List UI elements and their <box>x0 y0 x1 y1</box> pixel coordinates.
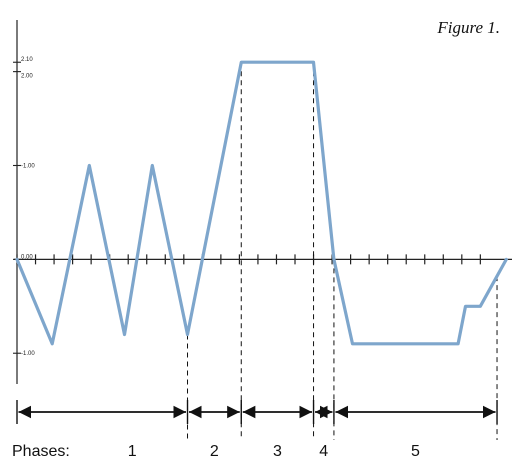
y-tick-label: -1.00 <box>21 351 35 357</box>
series-line <box>15 60 508 346</box>
y-tick-label: -1.00 <box>21 163 35 169</box>
phase-label: 5 <box>411 443 420 460</box>
phase-label: 3 <box>273 443 282 460</box>
phase-boundary-lines <box>187 62 498 440</box>
y-tick-labels: 2.10 2.00 -1.00 0.00 -1.00 <box>21 57 35 357</box>
phases-caption: Phases: <box>12 443 70 460</box>
phase-label: 1 <box>128 443 137 460</box>
y-tick-label: 2.00 <box>21 74 33 80</box>
figure-title: Figure 1. <box>436 18 500 37</box>
y-tick-label: 2.10 <box>21 57 33 63</box>
phase-label: 4 <box>319 443 328 460</box>
signal-line-series <box>15 60 508 346</box>
phase-label: 2 <box>210 443 219 460</box>
y-tick-label: 0.00 <box>21 254 33 260</box>
chart-axes <box>13 20 512 384</box>
phases-bar: 1 2 3 4 5 Phases: <box>12 400 498 460</box>
